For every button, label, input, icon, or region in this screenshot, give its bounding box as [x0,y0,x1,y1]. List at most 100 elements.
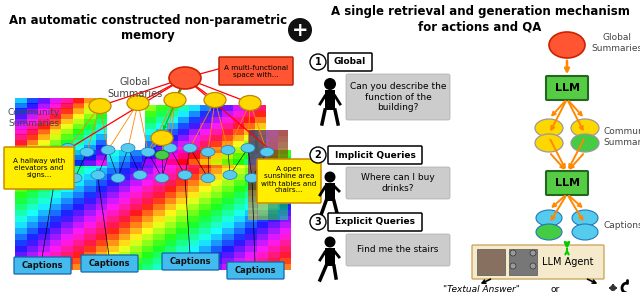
Bar [61,145,73,150]
Bar [222,156,234,162]
Bar [188,198,199,204]
Ellipse shape [239,95,261,110]
Bar [153,192,165,198]
Bar [199,258,211,264]
Bar [211,252,222,258]
Circle shape [288,18,312,42]
Bar [84,119,96,124]
FancyBboxPatch shape [328,213,422,231]
FancyBboxPatch shape [346,74,450,120]
Bar [167,135,178,141]
Bar [95,264,108,270]
Bar [118,240,131,246]
Bar [234,246,245,252]
Bar [130,186,142,192]
Bar [234,210,245,216]
Bar [233,105,244,111]
Bar [141,186,154,192]
Bar [257,264,268,270]
Bar [234,240,245,246]
Bar [222,264,234,270]
Bar [107,234,119,240]
Bar [38,140,50,145]
Bar [188,216,199,222]
Bar [61,129,73,135]
Bar [141,216,154,222]
Bar [258,160,268,166]
Bar [268,142,278,148]
Bar [188,264,199,270]
Bar [107,258,119,264]
Circle shape [530,263,536,269]
Text: 1: 1 [315,57,321,67]
Ellipse shape [201,147,215,157]
Text: Captions: Captions [89,259,131,268]
Bar [118,186,131,192]
Bar [258,148,268,154]
Bar [255,159,266,165]
Bar [38,258,50,264]
Bar [164,258,176,264]
Bar [234,252,245,258]
Bar [61,234,73,240]
Bar [244,141,255,147]
Bar [222,168,234,174]
Bar [234,168,245,174]
Ellipse shape [571,119,599,137]
Bar [178,147,189,153]
Bar [61,252,73,258]
Bar [257,174,268,180]
Bar [258,190,268,196]
Bar [280,198,291,204]
Bar [258,202,268,208]
Bar [268,142,278,148]
Bar [49,129,61,135]
Text: Can you describe the
function of the
building?: Can you describe the function of the bui… [349,82,446,112]
Bar [258,148,268,154]
Bar [211,240,222,246]
Bar [95,134,108,140]
Bar [248,190,258,196]
Bar [245,156,257,162]
Bar [245,258,257,264]
Bar [176,162,188,168]
Ellipse shape [101,145,115,154]
Bar [84,150,96,156]
Bar [156,123,167,129]
Bar [188,150,199,156]
Bar [61,186,73,192]
Bar [268,258,280,264]
Bar [118,216,131,222]
Bar [167,129,178,135]
Bar [95,98,108,103]
Bar [141,222,154,228]
Bar [278,142,288,148]
Ellipse shape [127,95,149,110]
Bar [118,264,131,270]
Bar [268,192,280,198]
Bar [199,198,211,204]
Bar [49,228,61,234]
FancyBboxPatch shape [257,159,321,203]
Circle shape [310,214,326,230]
Bar [164,204,176,210]
Bar [268,204,280,210]
Bar [278,148,288,154]
Bar [61,140,73,145]
Bar [258,136,268,142]
Bar [49,150,61,156]
Bar [199,204,211,210]
Bar [188,156,199,162]
Bar [280,204,291,210]
Bar [107,204,119,210]
Bar [72,140,84,145]
Bar [245,228,257,234]
Ellipse shape [241,143,255,152]
Bar [153,240,165,246]
Bar [26,129,38,135]
Bar [38,119,50,124]
Ellipse shape [536,224,562,240]
Bar [245,234,257,240]
Bar [26,156,38,162]
Bar [72,150,84,156]
